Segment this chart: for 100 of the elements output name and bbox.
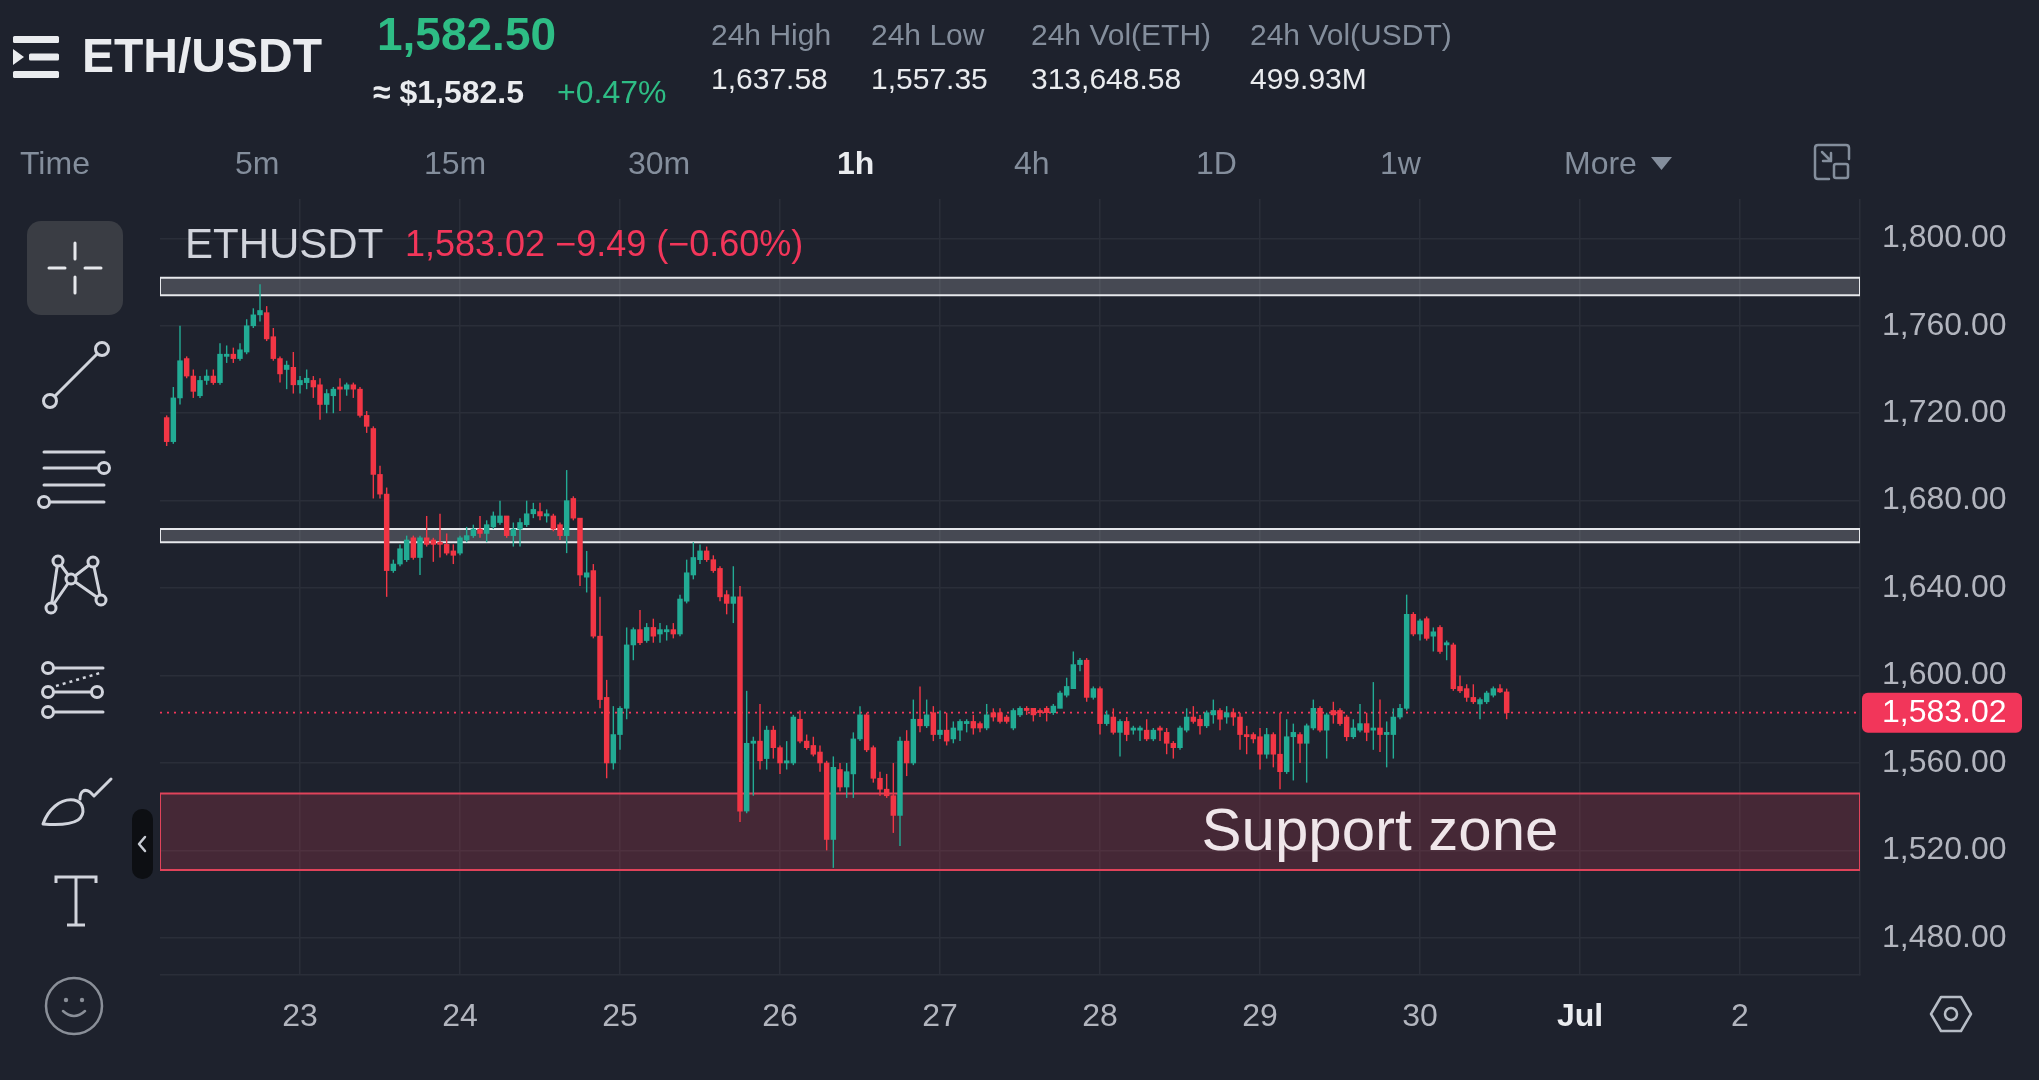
candlestick (417, 534, 423, 576)
candlestick (1297, 731, 1303, 764)
candlestick (1210, 698, 1217, 725)
candlestick (730, 565, 737, 624)
band-label: Support zone (1201, 796, 1559, 864)
candlestick (1417, 618, 1423, 642)
candlestick (323, 388, 330, 414)
text: 24h High (711, 18, 832, 51)
text: 24h Vol(USDT) (1250, 18, 1452, 51)
text: 1,557.35 (871, 62, 988, 95)
x-tick-label: 23 (282, 997, 318, 1034)
x-tick-label: Jul (1556, 997, 1604, 1034)
y-tick-label: 1,760.00 (1882, 305, 2007, 342)
text: 1,637.58 (711, 62, 828, 95)
candlestick (337, 377, 343, 412)
x-tick-label: 27 (922, 997, 958, 1034)
y-tick-label: 1,520.00 (1882, 830, 2007, 867)
candlestick (797, 709, 803, 744)
candlestick (783, 740, 790, 771)
candlestick (930, 705, 937, 742)
candlestick (1443, 639, 1450, 661)
candlestick (1163, 727, 1170, 755)
candlestick (1430, 626, 1437, 653)
candlestick (1303, 722, 1310, 784)
candlestick (570, 495, 577, 522)
candlestick (630, 626, 637, 661)
y-tick-label: 1,600.00 (1882, 655, 2007, 692)
candlestick (510, 521, 517, 548)
y-tick-label: 1,720.00 (1882, 393, 2007, 430)
text: 1h (837, 145, 875, 181)
x-tick-label: 25 (602, 997, 638, 1034)
chart-title: ETH/USDT (82, 29, 322, 82)
y-tick-label: 1,560.00 (1882, 742, 2007, 779)
candlestick (937, 709, 943, 740)
x-tick-label: 30 (1402, 997, 1438, 1034)
y-tick-label: 1,800.00 (1882, 218, 2007, 255)
candlestick (183, 355, 190, 379)
candlestick (423, 515, 430, 548)
candlestick (1470, 683, 1477, 705)
candlestick (637, 609, 643, 646)
text: +0.47% (557, 74, 667, 110)
candlestick (477, 515, 483, 539)
y-tick-label: 1,640.00 (1882, 567, 2007, 604)
candlestick (1110, 707, 1117, 736)
candlestick (1503, 687, 1510, 720)
ref-line-label: 1,583.02 (1882, 693, 2007, 730)
candlestick (410, 534, 417, 561)
candlestick (1410, 611, 1417, 637)
text: 5m (235, 145, 280, 181)
candlestick (1383, 720, 1390, 769)
candlestick (837, 762, 843, 793)
candlestick (1157, 725, 1163, 742)
x-tick-label: 26 (762, 997, 798, 1034)
text: 4h (1014, 145, 1050, 181)
candlestick (843, 762, 850, 799)
candlestick (890, 762, 897, 834)
candlestick (1123, 716, 1130, 742)
text: 1,582.50 (377, 8, 557, 60)
candlestick (583, 550, 590, 594)
y-tick-label: 1,680.00 (1882, 480, 2007, 517)
candlestick (1323, 711, 1330, 760)
x-tick-label: 28 (1082, 997, 1118, 1034)
candlestick (750, 736, 757, 797)
candlestick (1310, 698, 1317, 731)
candlestick (257, 283, 263, 323)
candlestick (1263, 727, 1270, 760)
candlestick (330, 386, 337, 414)
text: 15m (424, 145, 487, 181)
x-tick-label: 2 (1731, 997, 1749, 1034)
candlestick (757, 703, 763, 771)
x-tick-label: 24 (442, 997, 478, 1034)
candlestick (650, 618, 657, 644)
text: 499.93M (1250, 62, 1367, 95)
text: 313,648.58 (1031, 62, 1182, 95)
candlestick (1390, 707, 1397, 760)
x-tick-label: 29 (1242, 997, 1278, 1034)
candlestick (1377, 698, 1383, 753)
candlestick (483, 519, 490, 543)
candlestick (1423, 615, 1430, 642)
text: Time (20, 145, 90, 181)
candlestick (1290, 722, 1297, 782)
text: 24h Vol(ETH) (1031, 18, 1212, 51)
text: ETHUSDT (185, 220, 384, 267)
candlestick (537, 502, 543, 522)
candlestick (1217, 707, 1223, 731)
candlestick (290, 351, 297, 395)
candlestick (190, 368, 197, 399)
candlestick (283, 360, 290, 390)
text: ≈ $1,582.5 (373, 74, 525, 110)
y-tick-label: 1,480.00 (1882, 917, 2007, 954)
candlestick (450, 543, 457, 565)
text: 30m (628, 145, 691, 181)
text: More (1564, 145, 1637, 181)
annotation: 1,583.02 −9.49 (−0.60%) (405, 223, 804, 264)
candlestick (643, 622, 650, 644)
text: 1D (1196, 145, 1237, 181)
candlestick (1117, 718, 1123, 758)
text: 1w (1380, 145, 1421, 181)
text: 24h Low (871, 18, 985, 51)
candlestick (1317, 705, 1323, 734)
